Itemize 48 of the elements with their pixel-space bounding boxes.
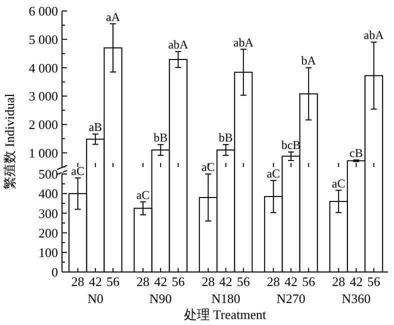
data-label: aA	[106, 10, 120, 24]
text: N0	[87, 291, 104, 306]
data-label: aC	[136, 188, 150, 202]
data-label: bB	[154, 130, 168, 145]
data-label: bA	[301, 54, 316, 68]
x-tick-label: 56	[367, 274, 381, 289]
y-tick-label: 6 000	[28, 4, 58, 19]
x-tick-label: 56	[302, 274, 316, 289]
x-tick-label: 28	[71, 274, 84, 289]
y-tick-label: 200	[38, 225, 58, 240]
x-tick-label: 28	[266, 274, 280, 289]
x-tick-label: 56	[236, 274, 250, 289]
data-label: aB	[88, 120, 102, 134]
x-tick-label: 42	[154, 274, 168, 289]
text: N90	[149, 291, 172, 306]
y-tick-label: 5 000	[28, 32, 58, 47]
text: N180	[211, 291, 240, 306]
data-label: aC	[332, 176, 346, 190]
x-tick-label: 42	[88, 274, 102, 289]
data-label: abA	[168, 38, 189, 52]
x-tick-label: 28	[136, 274, 150, 289]
data-label: bB	[218, 130, 233, 145]
x-tick-label: 56	[106, 274, 120, 289]
x-tick-label: 28	[332, 274, 346, 289]
y-tick-label: 1 000	[28, 145, 58, 160]
text: N270	[276, 291, 306, 306]
data-label: bcB	[281, 138, 301, 152]
x-tick-label: 42	[350, 274, 363, 289]
y-tick-label: 0	[52, 264, 58, 280]
y-tick-label: 4 000	[28, 60, 58, 76]
y-tick-label: 3 000	[28, 88, 58, 104]
x-tick-label: 28	[202, 274, 215, 289]
data-label: cB	[350, 146, 363, 160]
x-tick-label: 56	[172, 274, 186, 289]
x-tick-label: 42	[219, 274, 232, 289]
text: N360	[342, 291, 371, 306]
y-tick-label: 300	[38, 206, 58, 221]
y-tick-label: 100	[38, 244, 58, 260]
data-label: aC	[71, 164, 84, 178]
data-label: abA	[233, 35, 254, 50]
data-label: abA	[364, 28, 384, 42]
y-tick-label: 500	[38, 166, 58, 182]
y-axis-title: 繁殖数 Individual	[2, 93, 17, 190]
x-axis-title: 处理 Treatment	[184, 307, 266, 322]
y-tick-label: 400	[38, 186, 58, 202]
data-label: aC	[266, 166, 280, 180]
y-tick-label: 2 000	[28, 117, 58, 132]
x-tick-label: 42	[284, 274, 298, 289]
